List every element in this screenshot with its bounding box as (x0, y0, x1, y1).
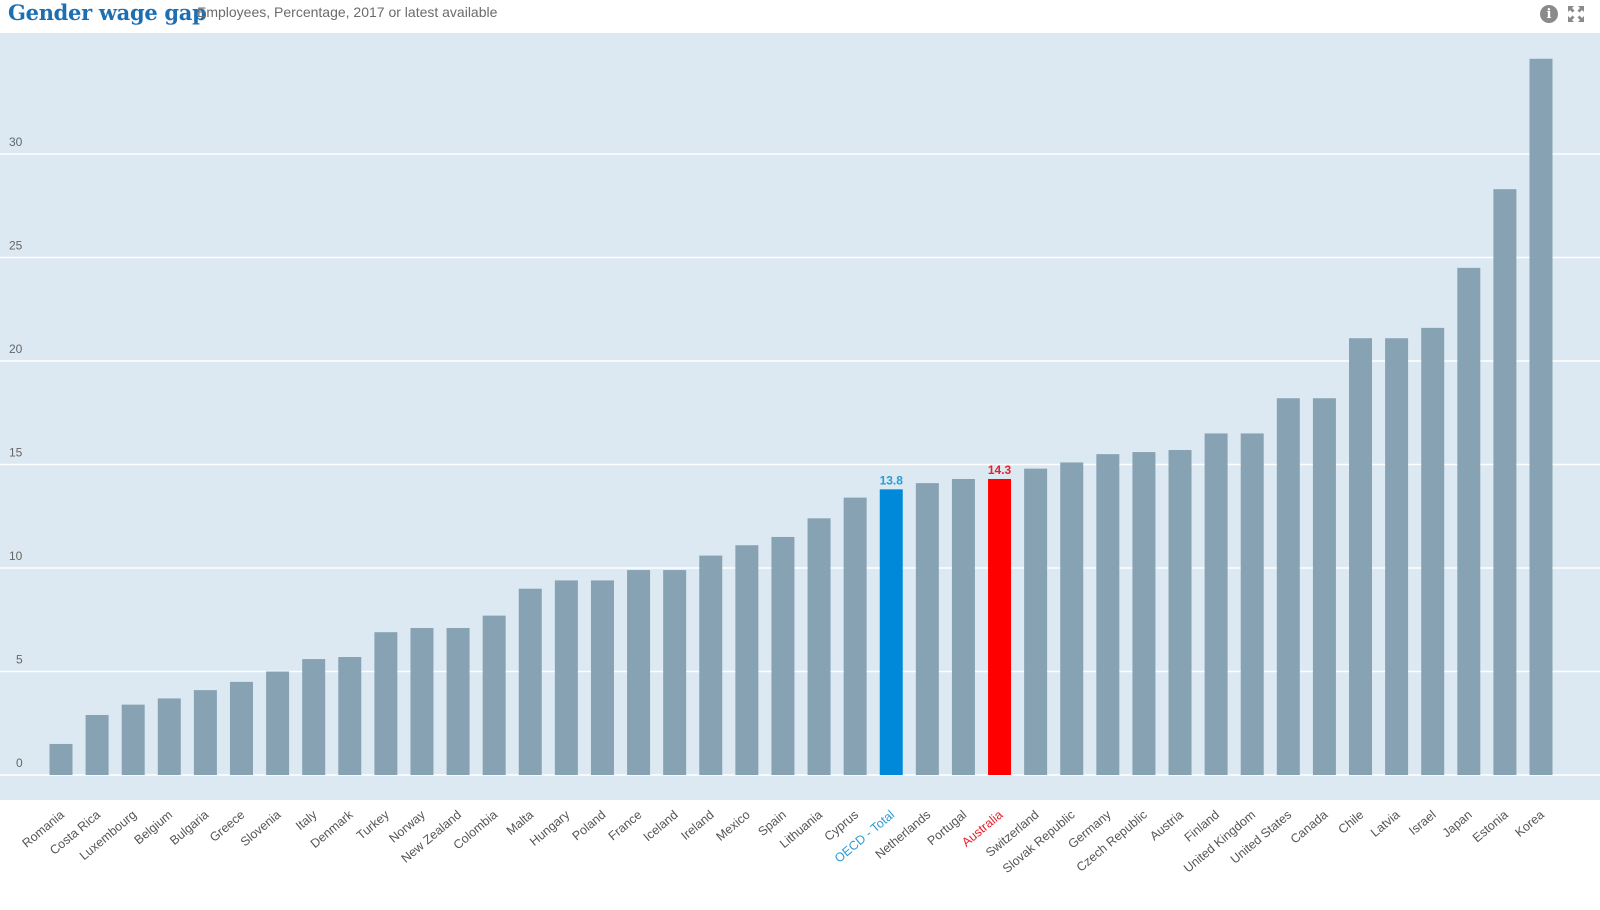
bar-switzerland[interactable] (1024, 468, 1048, 775)
data-labels: 13.8 14.3 (880, 463, 1012, 487)
x-tick-label: France (606, 808, 645, 844)
x-tick-label: Slovenia (238, 808, 284, 850)
header-toolbar: i ⋮ (1540, 2, 1600, 26)
bar-germany[interactable] (1096, 454, 1120, 775)
bar-estonia[interactable] (1493, 189, 1517, 775)
bar-australia[interactable] (988, 478, 1012, 775)
x-tick-label: Mexico (713, 808, 752, 844)
bar-cyprus[interactable] (843, 497, 867, 775)
bar-czech-republic[interactable] (1132, 452, 1156, 775)
bars (49, 58, 1553, 776)
bar-israel[interactable] (1421, 327, 1445, 775)
chart-subtitle: Employees, Percentage, 2017 or latest av… (197, 4, 498, 20)
bar-luxembourg[interactable] (121, 704, 145, 775)
bar-romania[interactable] (49, 743, 73, 775)
y-tick-label: 15 (9, 446, 23, 460)
y-tick-label: 10 (9, 549, 23, 563)
bar-greece[interactable] (229, 681, 253, 775)
bar-spain[interactable] (771, 536, 795, 775)
bar-lithuania[interactable] (807, 518, 831, 775)
bar-costa-rica[interactable] (85, 714, 109, 775)
bar-korea[interactable] (1529, 58, 1553, 775)
y-axis-ticks: 0 5 10 15 20 25 30 (9, 135, 23, 770)
bar-latvia[interactable] (1385, 338, 1409, 775)
x-tick-label: Austria (1147, 808, 1186, 844)
bar-slovak-republic[interactable] (1060, 462, 1084, 775)
chart-title: Gender wage gap (8, 0, 207, 25)
data-label: 14.3 (988, 463, 1012, 477)
bar-united-states[interactable] (1276, 398, 1300, 775)
bar-austria[interactable] (1168, 450, 1192, 775)
bar-iceland[interactable] (663, 570, 687, 775)
bar-norway[interactable] (410, 628, 434, 775)
x-tick-label: Ireland (678, 808, 716, 843)
x-tick-label: Korea (1512, 808, 1547, 840)
bar-colombia[interactable] (482, 615, 506, 775)
x-tick-label: Latvia (1368, 808, 1403, 840)
x-tick-label: Poland (570, 808, 609, 844)
x-tick-label: Iceland (641, 808, 681, 845)
y-tick-label: 20 (9, 342, 23, 356)
x-tick-label: Italy (293, 807, 320, 833)
bar-ireland[interactable] (699, 555, 723, 775)
bar-mexico[interactable] (735, 545, 759, 775)
bar-canada[interactable] (1312, 398, 1336, 775)
more-icon[interactable]: ⋮ (1594, 4, 1600, 24)
bar-united-kingdom[interactable] (1240, 433, 1264, 775)
bar-portugal[interactable] (951, 478, 975, 775)
bar-belgium[interactable] (157, 698, 181, 775)
bar-new-zealand[interactable] (446, 628, 470, 775)
x-tick-label: Bulgaria (167, 808, 211, 848)
bar-italy[interactable] (302, 659, 326, 775)
bar-netherlands[interactable] (915, 483, 939, 775)
y-tick-label: 5 (16, 653, 23, 667)
bar-bulgaria[interactable] (193, 690, 217, 775)
x-tick-label: Canada (1288, 808, 1331, 847)
x-tick-label: Israel (1406, 808, 1438, 838)
bar-denmark[interactable] (338, 657, 362, 775)
bar-poland[interactable] (590, 580, 614, 775)
x-tick-label: Estonia (1470, 808, 1511, 846)
bar-hungary[interactable] (554, 580, 578, 775)
x-tick-label: Chile (1336, 808, 1367, 837)
y-tick-label: 25 (9, 239, 23, 253)
bar-chile[interactable] (1349, 338, 1373, 775)
bar-japan[interactable] (1457, 267, 1481, 775)
y-tick-label: 30 (9, 135, 23, 149)
chart-header: Gender wage gap Employees, Percentage, 2… (0, 0, 1600, 33)
x-tick-label: Belgium (132, 808, 176, 848)
x-tick-label: Hungary (527, 807, 573, 849)
bar-slovenia[interactable] (266, 671, 290, 776)
bar-france[interactable] (627, 570, 651, 775)
bar-oecd-total[interactable] (879, 489, 903, 775)
data-label: 13.8 (880, 473, 904, 487)
info-icon[interactable]: i (1540, 5, 1558, 23)
bar-malta[interactable] (518, 588, 542, 775)
bar-turkey[interactable] (374, 632, 398, 775)
y-tick-label: 0 (16, 756, 23, 770)
expand-icon[interactable] (1566, 4, 1586, 24)
bar-finland[interactable] (1204, 433, 1228, 775)
x-tick-label: Turkey (354, 807, 392, 842)
